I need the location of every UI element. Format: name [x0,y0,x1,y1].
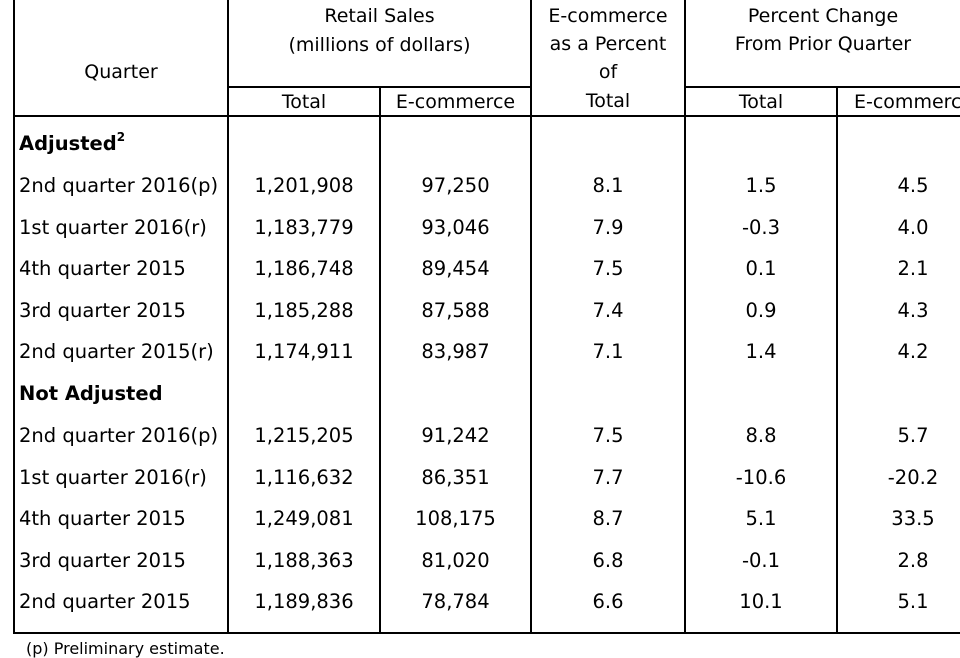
cell-quarter: 2nd quarter 2016(p) [19,424,219,447]
header-divider [228,86,530,88]
cell-change-total: 8.8 [745,424,777,447]
cell-ecommerce: 89,454 [421,257,490,280]
header-ecom-pct-2: as a Percent [549,33,667,55]
cell-quarter: 4th quarter 2015 [19,257,186,280]
cell-change-total: 1.5 [745,174,777,197]
column-divider [684,0,686,634]
header-pct-change: Percent Change [747,5,899,27]
header-change-ecommerce: E-commerce [854,91,960,113]
cell-quarter: 2nd quarter 2015(r) [19,340,214,363]
header-ecommerce: E-commerce [395,91,516,113]
header-retail-sales-unit: (millions of dollars) [288,34,471,56]
cell-change-ecommerce: 33.5 [891,507,935,530]
column-divider [836,88,838,634]
cell-change-ecommerce: 2.8 [897,548,929,572]
cell-ecom-pct: 7.4 [592,298,624,322]
cell-ecom-pct: 7.5 [592,257,624,280]
cell-total: 1,185,288 [254,298,354,322]
cell-change-ecommerce: -20.2 [887,465,939,489]
header-ecom-pct-1: E-commerce [548,5,668,27]
cell-total: 1,188,363 [254,548,354,572]
header-total: Total [281,91,327,113]
cell-total: 1,189,836 [254,590,354,613]
sales-table [13,0,960,634]
header-bottom-border [13,115,960,117]
header-ecom-pct-4: Total [585,90,631,112]
cell-ecommerce: 91,242 [421,424,490,447]
section-title-not-adjusted: Not Adjusted [19,382,163,405]
cell-change-total: 1.4 [745,340,777,363]
header-ecom-pct-3: of [598,61,618,83]
cell-ecom-pct: 6.6 [592,590,624,613]
cell-change-total: 5.1 [745,507,777,530]
cell-quarter: 4th quarter 2015 [19,507,186,530]
cell-total: 1,201,908 [254,174,354,197]
cell-ecom-pct: 7.9 [592,215,624,239]
cell-ecommerce: 83,987 [421,340,490,363]
header-retail-sales: Retail Sales [324,5,435,27]
header-pct-change-2: From Prior Quarter [734,33,912,55]
cell-change-total: -0.3 [741,215,781,239]
cell-total: 1,183,779 [254,215,354,239]
column-divider [530,0,532,634]
cell-change-ecommerce: 4.5 [897,174,929,197]
cell-change-total: -0.1 [741,548,781,572]
cell-quarter: 3rd quarter 2015 [19,298,186,322]
cell-total: 1,116,632 [254,465,354,489]
cell-ecommerce: 86,351 [421,465,490,489]
cell-ecom-pct: 7.5 [592,424,624,447]
cell-quarter: 1st quarter 2016(r) [19,465,207,489]
cell-change-total: 0.9 [745,298,777,322]
cell-ecommerce: 81,020 [421,548,490,572]
cell-change-ecommerce: 5.7 [897,424,929,447]
cell-ecommerce: 97,250 [421,174,490,197]
cell-quarter: 2nd quarter 2015 [19,590,191,613]
cell-ecommerce: 87,588 [421,298,490,322]
cell-change-total: -10.6 [735,465,787,489]
cell-total: 1,249,081 [254,507,354,530]
cell-change-ecommerce: 4.2 [897,340,929,363]
header-change-total: Total [738,91,784,113]
cell-ecom-pct: 8.1 [592,174,624,197]
cell-quarter: 2nd quarter 2016(p) [19,174,219,197]
column-divider [227,0,229,634]
cell-change-total: 0.1 [745,257,777,280]
footnote: (p) Preliminary estimate. [26,639,225,658]
cell-ecommerce: 78,784 [421,590,490,613]
cell-total: 1,174,911 [254,340,354,363]
cell-change-total: 10.1 [739,590,783,613]
cell-ecommerce: 108,175 [415,507,496,530]
column-divider [379,88,381,634]
cell-change-ecommerce: 4.3 [897,298,929,322]
cell-quarter: 1st quarter 2016(r) [19,215,207,239]
section-title-adjusted: Adjusted2 [19,130,126,155]
cell-ecom-pct: 7.1 [592,340,624,363]
cell-ecom-pct: 6.8 [592,548,624,572]
cell-ecom-pct: 8.7 [592,507,624,530]
cell-change-ecommerce: 2.1 [897,257,929,280]
cell-ecom-pct: 7.7 [592,465,624,489]
header-divider [685,86,960,88]
cell-ecommerce: 93,046 [421,215,490,239]
cell-change-ecommerce: 4.0 [897,215,929,239]
cell-change-ecommerce: 5.1 [897,590,929,613]
cell-quarter: 3rd quarter 2015 [19,548,186,572]
cell-total: 1,186,748 [254,257,354,280]
header-quarter: Quarter [84,61,158,83]
cell-total: 1,215,205 [254,424,354,447]
